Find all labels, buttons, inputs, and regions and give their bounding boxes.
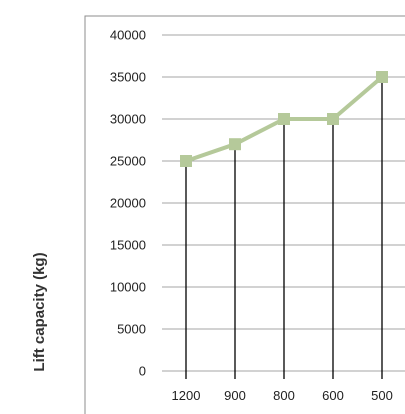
data-point-marker [180,155,192,167]
x-tick-label: 800 [273,388,295,403]
y-tick-label: 35000 [110,70,146,85]
x-tick-label: 500 [371,388,393,403]
y-tick-label: 20000 [110,196,146,211]
data-point-marker [278,113,290,125]
x-tick-labels: 1200 900 800 600 500 [172,388,393,403]
y-tick-labels: 0 5000 10000 15000 20000 25000 30000 35000 40000 [110,28,146,379]
data-point-marker [229,138,241,151]
x-tick-label: 600 [322,388,344,403]
y-tick-label: 10000 [110,280,146,295]
y-tick-label: 25000 [110,154,146,169]
data-point-marker [376,71,388,83]
series-layer [180,71,388,167]
chart-frame [84,15,405,414]
y-tick-label: 40000 [110,28,146,43]
x-tick-label: 900 [224,388,246,403]
y-axis-label: Lift capacity (kg) [31,252,48,371]
y-tick-label: 5000 [117,322,146,337]
x-tick-label: 1200 [172,388,201,403]
drop-lines [185,77,383,379]
y-tick-label: 15000 [110,238,146,253]
data-point-marker [327,113,339,125]
y-tick-label: 0 [139,364,146,379]
y-tick-label: 30000 [110,112,146,127]
